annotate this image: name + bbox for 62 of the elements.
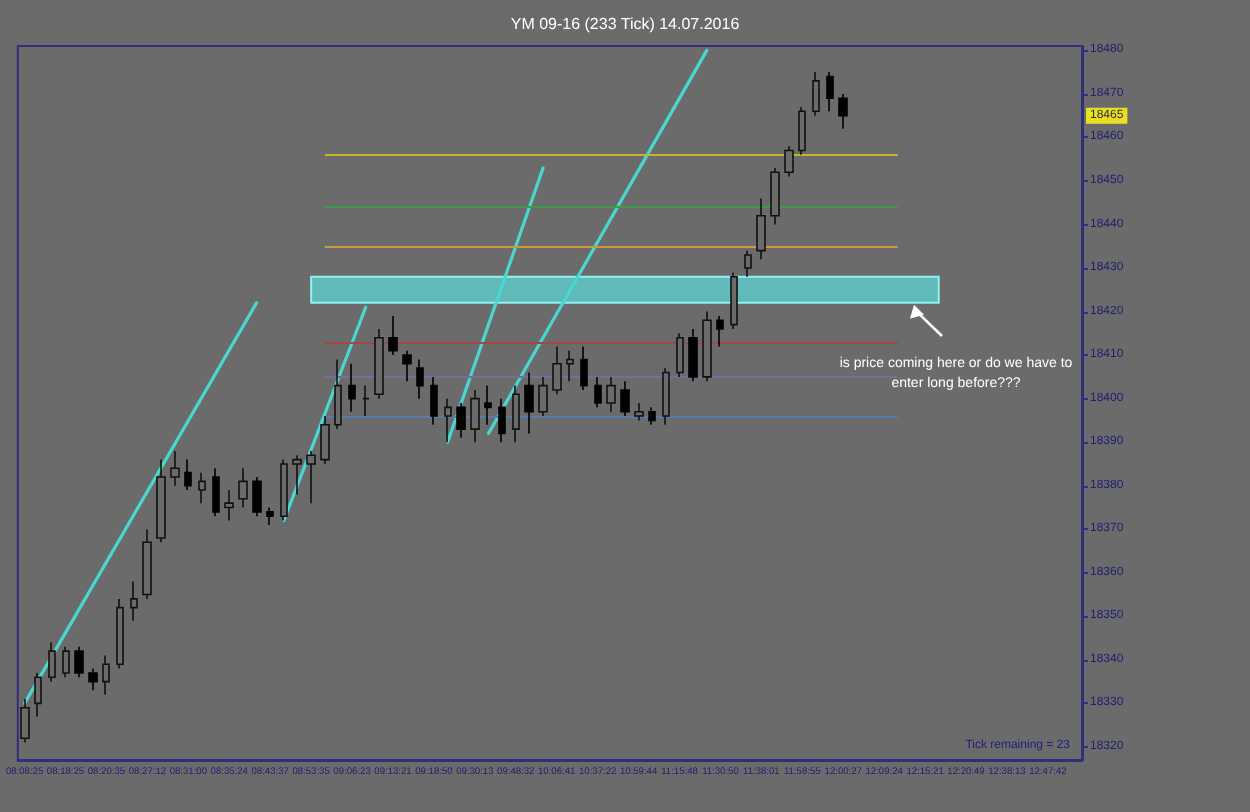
candlestick <box>688 328 698 383</box>
chart-title: YM 09-16 (233 Tick) 14.07.2016 <box>510 15 741 33</box>
candlestick <box>702 310 712 383</box>
candlestick <box>20 698 30 744</box>
candlestick <box>838 93 848 130</box>
candlestick <box>662 367 670 426</box>
candlestick <box>374 328 384 400</box>
candlestick <box>756 197 766 261</box>
candlestick <box>142 528 152 600</box>
candlestick <box>676 332 684 378</box>
candlestick <box>430 376 438 426</box>
candlestick <box>252 476 262 517</box>
candlestick <box>280 458 288 522</box>
candlestick <box>266 506 274 526</box>
candlestick <box>716 315 724 348</box>
candlestick <box>34 672 42 718</box>
candlestick <box>170 450 180 487</box>
candlestick <box>606 376 616 413</box>
candlestick <box>470 389 480 443</box>
candlestick <box>212 467 220 517</box>
candlestick <box>634 402 644 422</box>
candlestick <box>62 646 70 679</box>
candlestick <box>770 167 780 226</box>
candlestick <box>456 402 466 439</box>
candlestick <box>444 397 452 443</box>
candlestick <box>74 646 84 679</box>
candlestick <box>184 458 192 491</box>
candlestick <box>238 467 248 509</box>
candlestick <box>594 376 602 409</box>
candlestick <box>348 363 356 413</box>
candlestick <box>524 371 534 435</box>
candlestick <box>744 249 752 278</box>
candlestick <box>566 349 574 383</box>
candlestick <box>224 489 234 522</box>
candlestick <box>402 349 412 383</box>
candlestick <box>388 315 398 356</box>
candlestick <box>306 450 316 504</box>
candlestick <box>334 358 342 430</box>
candlestick <box>130 580 138 622</box>
candlestick <box>784 145 794 178</box>
candlestick <box>198 471 206 504</box>
candlestick <box>320 415 330 465</box>
candlestick <box>116 598 124 670</box>
candlestick <box>512 384 520 443</box>
candlestick <box>620 380 630 417</box>
candlestick <box>362 384 370 417</box>
candlestick <box>102 654 110 696</box>
candlestick <box>648 406 656 426</box>
candlestick <box>484 384 492 426</box>
candlestick <box>580 345 588 391</box>
candlestick <box>156 458 166 544</box>
candlestick <box>88 667 98 692</box>
candlestick <box>552 345 562 396</box>
candlestick <box>48 641 56 683</box>
candlestick <box>416 358 424 400</box>
candlestick <box>538 376 548 417</box>
candlestick <box>812 71 820 117</box>
candlestick <box>730 271 738 330</box>
candlestick <box>292 454 302 496</box>
candlestick <box>798 106 806 156</box>
candlestick <box>826 71 834 113</box>
candlestick <box>498 397 506 443</box>
